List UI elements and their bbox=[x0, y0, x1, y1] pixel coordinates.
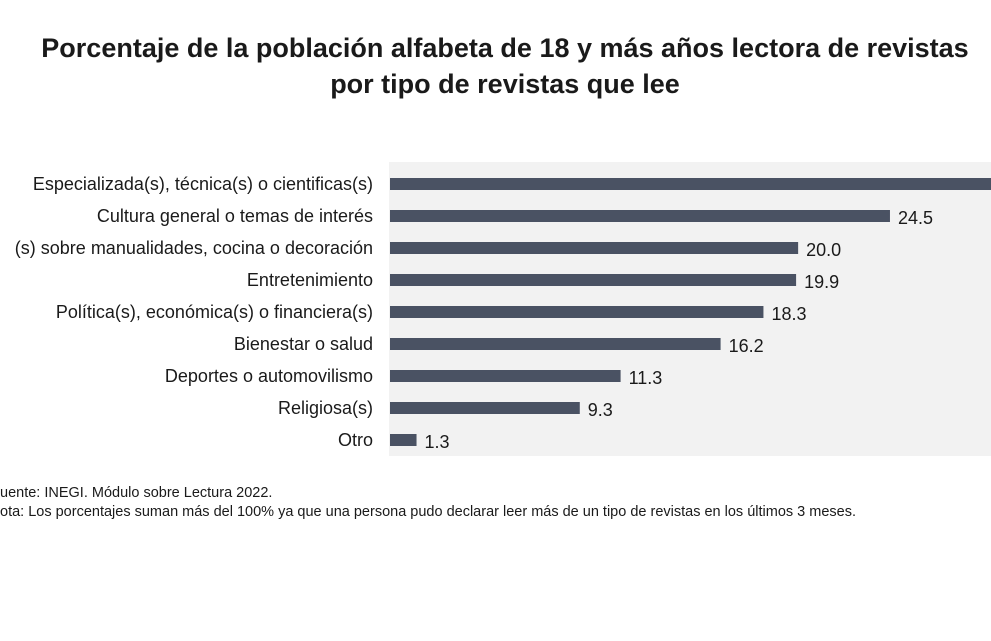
bar bbox=[390, 306, 764, 318]
bar bbox=[390, 370, 621, 382]
category-label: (s) sobre manualidades, cocina o decorac… bbox=[15, 238, 373, 258]
category-label: Religiosa(s) bbox=[278, 398, 373, 418]
category-label: Política(s), económica(s) o financiera(s… bbox=[56, 302, 373, 322]
value-label: 1.3 bbox=[425, 432, 450, 452]
source-note: uente: INEGI. Módulo sobre Lectura 2022. bbox=[0, 485, 273, 501]
bar bbox=[390, 178, 991, 190]
value-label: 19.9 bbox=[804, 272, 839, 292]
chart-title: Porcentaje de la población alfabeta de 1… bbox=[0, 30, 991, 102]
bar bbox=[390, 434, 417, 446]
bar bbox=[390, 210, 890, 222]
footnote: ota: Los porcentajes suman más del 100% … bbox=[0, 504, 856, 520]
category-label: Entretenimiento bbox=[247, 270, 373, 290]
chart-title-line-1: Porcentaje de la población alfabeta de 1… bbox=[41, 33, 969, 63]
category-label: Bienestar o salud bbox=[234, 334, 373, 354]
value-label: 11.3 bbox=[629, 368, 663, 388]
chart-title-line-2: por tipo de revistas que lee bbox=[330, 69, 680, 99]
value-label: 24.5 bbox=[898, 208, 933, 228]
value-label: 20.0 bbox=[806, 240, 841, 260]
category-label: Cultura general o temas de interés bbox=[97, 206, 373, 226]
bar bbox=[390, 338, 721, 350]
chart-notes: uente: INEGI. Módulo sobre Lectura 2022.… bbox=[0, 484, 856, 522]
value-label: 9.3 bbox=[588, 400, 613, 420]
category-label: Deportes o automovilismo bbox=[165, 366, 373, 386]
bar bbox=[390, 402, 580, 414]
category-label: Especializada(s), técnica(s) o cientific… bbox=[33, 174, 373, 194]
bar bbox=[390, 242, 799, 254]
value-label: 18.3 bbox=[771, 304, 806, 324]
category-label: Otro bbox=[338, 430, 373, 450]
value-label: 16.2 bbox=[729, 336, 764, 356]
bar bbox=[390, 274, 797, 286]
